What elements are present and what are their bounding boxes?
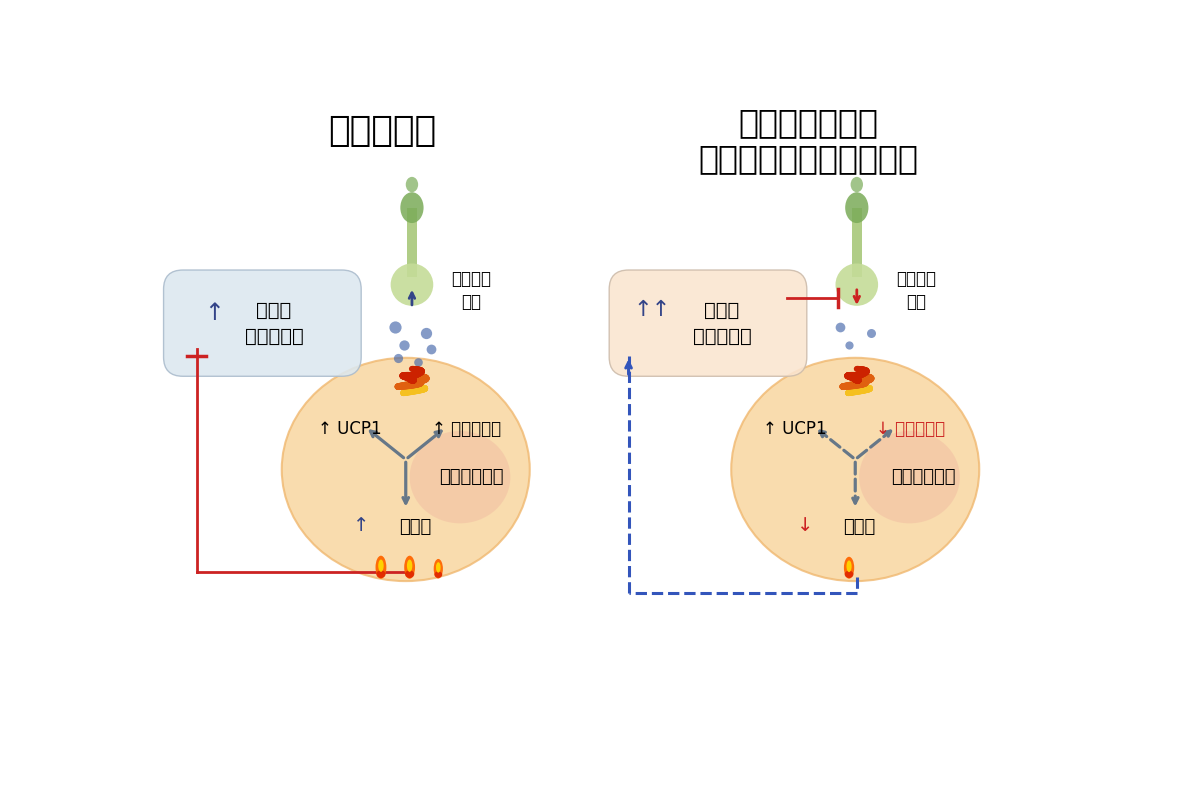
Text: 体内時計が働かない状態: 体内時計が働かない状態 — [698, 142, 919, 176]
Ellipse shape — [376, 556, 386, 578]
Text: 褐色脂肪細胞の: 褐色脂肪細胞の — [739, 106, 878, 139]
Point — [416, 326, 436, 339]
Text: 交感神経: 交感神経 — [895, 270, 936, 288]
Ellipse shape — [846, 561, 852, 572]
Ellipse shape — [731, 358, 979, 581]
Ellipse shape — [391, 263, 433, 306]
Text: シバリング: シバリング — [692, 326, 751, 346]
Point — [389, 351, 408, 364]
Ellipse shape — [406, 177, 418, 192]
Text: 交感神経: 交感神経 — [451, 270, 492, 288]
Point — [385, 321, 404, 334]
Ellipse shape — [845, 192, 869, 223]
Text: シバリング: シバリング — [245, 326, 304, 346]
Point — [421, 342, 440, 355]
Point — [840, 338, 859, 351]
Text: ↑ 脂肪の利用: ↑ 脂肪の利用 — [432, 420, 500, 438]
Text: 行動量: 行動量 — [704, 301, 739, 319]
Ellipse shape — [433, 559, 443, 578]
Text: 正常な状態: 正常な状態 — [329, 114, 437, 148]
Text: ↓ 脂肪の利用: ↓ 脂肪の利用 — [876, 420, 946, 438]
Text: 褐色脂肪細胞: 褐色脂肪細胞 — [439, 468, 504, 486]
Text: ↑↑: ↑↑ — [634, 300, 671, 320]
Ellipse shape — [436, 562, 440, 573]
Text: 行動量: 行動量 — [257, 301, 292, 319]
Text: 熱産生: 熱産生 — [842, 518, 875, 536]
Ellipse shape — [859, 431, 960, 523]
FancyBboxPatch shape — [163, 270, 361, 376]
FancyArrow shape — [407, 208, 416, 277]
Point — [395, 338, 414, 351]
Ellipse shape — [404, 556, 415, 578]
Point — [408, 356, 427, 369]
Ellipse shape — [377, 570, 385, 578]
Ellipse shape — [844, 557, 854, 578]
Ellipse shape — [407, 559, 413, 572]
Ellipse shape — [835, 263, 878, 306]
Ellipse shape — [401, 192, 424, 223]
Ellipse shape — [282, 358, 529, 581]
Ellipse shape — [434, 571, 443, 578]
Text: ↑: ↑ — [353, 516, 368, 535]
Text: 活性: 活性 — [462, 294, 481, 311]
Point — [830, 321, 850, 334]
Ellipse shape — [851, 177, 863, 192]
Ellipse shape — [409, 431, 510, 523]
Text: 熱産生: 熱産生 — [398, 518, 431, 536]
Text: ↑: ↑ — [204, 301, 224, 325]
Ellipse shape — [845, 570, 853, 578]
Text: 褐色脂肪細胞: 褐色脂肪細胞 — [892, 468, 955, 486]
Ellipse shape — [404, 570, 414, 578]
FancyArrow shape — [852, 208, 862, 277]
Ellipse shape — [378, 559, 384, 572]
Text: 活性: 活性 — [906, 294, 925, 311]
Text: ↑ UCP1: ↑ UCP1 — [763, 420, 827, 438]
Point — [862, 326, 881, 339]
FancyBboxPatch shape — [610, 270, 806, 376]
Text: ↓: ↓ — [797, 516, 814, 535]
Text: ↑ UCP1: ↑ UCP1 — [318, 420, 382, 438]
